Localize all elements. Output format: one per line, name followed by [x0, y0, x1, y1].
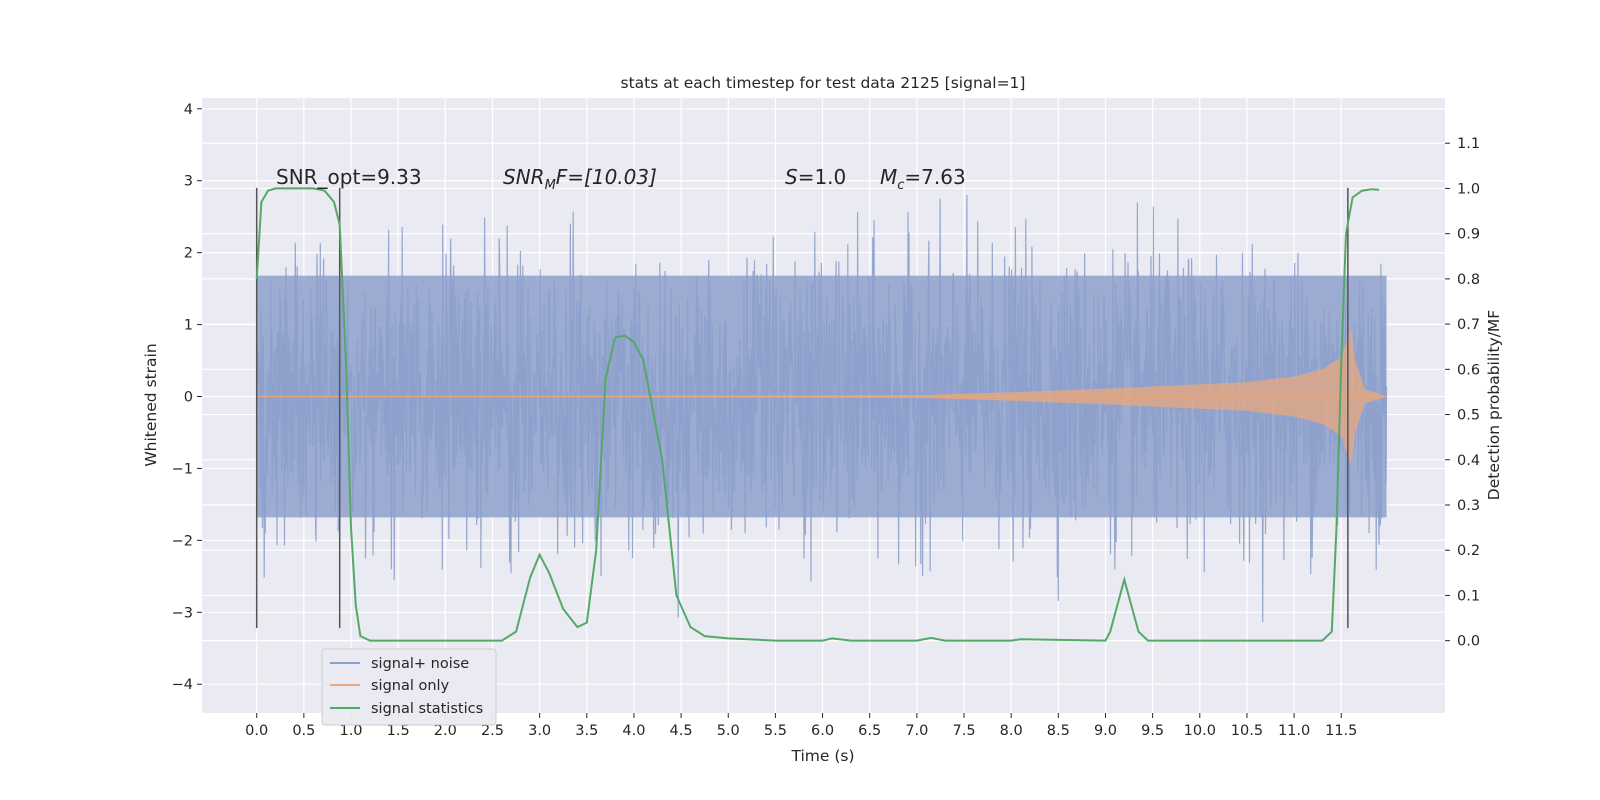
x-tick-label: 9.5	[1141, 723, 1164, 739]
x-tick-label: 0.0	[245, 723, 268, 739]
x-tick-label: 1.0	[339, 723, 362, 739]
annotation-s-value: =1.0	[798, 165, 847, 189]
y-axis-ticks: 4 3 2 1 0 −1 −2 −3 −4	[172, 102, 202, 693]
y2-tick-label: 1.0	[1457, 181, 1480, 197]
y-tick-label: 0	[184, 390, 193, 406]
y2-tick-label: 0.7	[1457, 317, 1480, 333]
chart-title: stats at each timestep for test data 212…	[621, 74, 1026, 92]
x-tick-label: 6.0	[811, 723, 834, 739]
x-tick-label: 5.5	[764, 723, 787, 739]
x-tick-label: 9.0	[1094, 723, 1117, 739]
annotation-snr-mf: SNRMF=[10.03]	[503, 165, 657, 193]
statistics-line	[255, 187, 1380, 642]
x-tick-label: 1.5	[387, 723, 410, 739]
y-tick-label: −1	[172, 461, 193, 477]
x-tick-label: 8.5	[1047, 723, 1070, 739]
noise-trace	[256, 194, 1388, 623]
y2-tick-label: 0.9	[1457, 227, 1480, 243]
y-tick-label: 4	[184, 102, 193, 118]
annotation-s-symbol: S	[785, 165, 798, 189]
y2-tick-label: 0.3	[1457, 498, 1480, 514]
annotation-s: S=1.0	[785, 165, 846, 189]
series-signal-statistics	[255, 187, 1380, 642]
y2-tick-label: 0.4	[1457, 453, 1480, 469]
x-tick-label: 4.5	[670, 723, 693, 739]
x-tick-label: 3.0	[528, 723, 551, 739]
x-tick-label: 6.5	[858, 723, 881, 739]
y2-tick-label: 1.1	[1457, 136, 1480, 152]
x-tick-label: 2.0	[434, 723, 457, 739]
y2-tick-label: 0.6	[1457, 362, 1480, 378]
legend-box	[321, 648, 497, 726]
y2-tick-label: 0.2	[1457, 543, 1480, 559]
annotation-mc: Mc=7.63	[880, 165, 966, 193]
legend-label-signal-statistics: signal statistics	[371, 701, 483, 717]
x-tick-label: 10.0	[1184, 723, 1216, 739]
y-tick-label: −3	[172, 605, 193, 621]
x-tick-label: 8.0	[1000, 723, 1023, 739]
y2-tick-label: 0.0	[1457, 634, 1480, 650]
annotation-snr-mf-symbol: SNR	[503, 165, 545, 189]
x-axis-ticks: 0.0 0.5 1.0 1.5 2.0 2.5 3.0 3.5 4.0 4.5 5.0 5.5 6.0 6…	[245, 713, 1357, 739]
annotation-snr-opt: SNR_opt=9.33	[276, 165, 422, 189]
x-tick-label: 10.5	[1231, 723, 1263, 739]
x-tick-label: 11.5	[1325, 723, 1357, 739]
x-tick-label: 4.0	[622, 723, 645, 739]
legend-label-signal-noise: signal+ noise	[371, 656, 469, 672]
x-tick-label: 5.0	[717, 723, 740, 739]
y-axis-label: Whitened strain	[142, 343, 160, 466]
x-tick-label: 2.5	[481, 723, 504, 739]
y2-axis-label: Detection probability/MF	[1485, 310, 1503, 501]
annotation-mc-symbol: M	[880, 165, 897, 189]
annotation-mc-value: =7.63	[904, 165, 965, 189]
y-tick-label: −4	[172, 677, 193, 693]
y2-tick-label: 0.8	[1457, 272, 1480, 288]
annotation-mc-subscript: c	[897, 178, 904, 193]
x-tick-label: 0.5	[292, 723, 315, 739]
series-signal-only	[256, 328, 1387, 465]
y2-tick-label: 0.5	[1457, 408, 1480, 424]
annotation-snr-mf-subscript: M	[545, 178, 556, 193]
y-tick-label: 2	[184, 246, 193, 262]
y-tick-label: −2	[172, 533, 193, 549]
x-tick-label: 11.0	[1278, 723, 1310, 739]
annotation-snr-mf-f: F=[10.03]	[556, 165, 657, 189]
y2-tick-label: 0.1	[1457, 588, 1480, 604]
x-axis-label: Time (s)	[790, 747, 854, 765]
y2-axis-ticks: 1.1 1.0 0.9 0.8 0.7 0.6 0.5 0.4 0.3 0.2 0.1 0.0	[1445, 136, 1480, 650]
x-tick-label: 7.0	[905, 723, 928, 739]
x-tick-label: 7.5	[952, 723, 975, 739]
x-tick-label: 3.5	[575, 723, 598, 739]
vertical-markers	[255, 187, 1349, 629]
y-tick-label: 1	[184, 318, 193, 334]
y-tick-label: 3	[184, 174, 193, 190]
legend: signal+ noise signal only signal statist…	[321, 648, 497, 726]
legend-label-signal-only: signal only	[371, 678, 450, 694]
